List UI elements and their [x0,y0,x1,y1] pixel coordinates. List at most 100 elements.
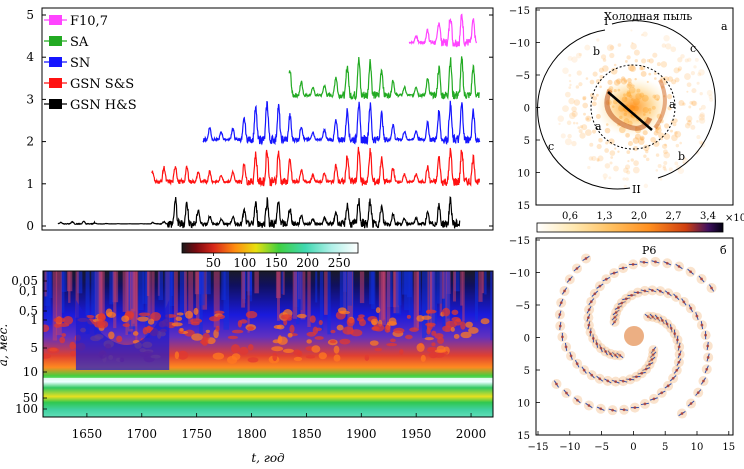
vector-field-core [599,346,603,350]
vector-field-core [673,332,677,336]
dust-speck [630,43,637,50]
dust-speck [626,150,631,154]
dust-speck [571,56,578,63]
galaxy-b-y-tick-label: −5 [515,301,530,312]
panel-letter-b: б [720,244,727,257]
wavelet-blob [431,342,436,347]
vector-field-core [621,379,625,383]
vector-field-core [611,408,614,412]
galaxy-b-x-tick-label: 0 [630,442,636,453]
vector-field-core [586,316,590,320]
arm-label-b2: b [678,150,685,163]
wavelet-streak [91,271,97,316]
dust-speck [596,157,600,162]
dust-speck [602,58,607,62]
dust-speck [653,130,659,136]
dust-speck [641,58,647,64]
dust-speck [646,59,651,63]
wavelet-blob [318,352,327,360]
wavelet-streak [55,271,62,336]
dust-speck [599,85,602,89]
vector-field-core [671,376,675,380]
wavelet-streak [122,271,127,312]
legend-label: F10,7 [70,14,108,29]
vector-field-core [705,367,709,371]
galaxy-colorbar-tick-label: 3,4 [700,211,716,222]
galaxy-a-y-tick-label: −15 [509,6,530,17]
y-tick-label: 5 [26,8,34,22]
wavelet-streak [315,271,318,303]
wavelet-x-tick-label: 1950 [401,427,432,441]
galaxy-a-map [537,20,716,190]
vector-field-core [587,308,591,312]
wavelet-frame [42,270,494,418]
dust-speck [699,92,703,96]
dust-speck [568,79,572,83]
vector-field-core [614,380,618,384]
vector-field-core [648,363,651,366]
dust-speck [645,149,649,154]
wavelet-blob [416,343,425,352]
wavelet-blob [393,327,405,334]
dust-speck [589,142,594,147]
wavelet-blob [296,313,307,319]
galaxy-b-y-tick-label: 0 [524,334,530,345]
wavelet-blob [388,317,397,326]
vector-field-core [658,289,662,293]
wavelet-streak [437,271,443,304]
wavelet-blob [453,333,460,339]
vector-field-core [677,345,681,349]
galaxy-b-x-tick-label: 5 [662,442,668,453]
wavelet-x-tick-label: 1800 [236,427,267,441]
wavelet-streak [85,271,90,335]
dust-speck [624,164,631,170]
galaxy-a-y-tick-label: 5 [524,136,530,147]
wavelet-blob [409,327,419,332]
dust-speck [582,97,586,101]
wavelet-blob [358,318,366,327]
vector-field-core [689,306,693,310]
dust-speck [596,144,602,150]
vector-field-core [706,344,710,348]
dust-speck [693,65,697,69]
arm-label-a2: a [595,120,602,133]
dust-speck [663,168,668,172]
wavelet-blob [399,349,404,355]
vector-field-core [613,315,617,319]
dust-speck [632,145,639,152]
wavelet-blob [289,324,295,334]
wavelet-streak [138,271,144,310]
vector-field-core [689,402,693,405]
dust-speck [631,41,634,45]
galaxy-colorbar-tick-label: 2,7 [666,211,682,222]
dust-speck [581,124,588,131]
vector-field-core [613,320,617,324]
wavelet-streak [46,271,52,325]
dust-speck [709,97,714,102]
vector-field-core [678,352,682,356]
dust-speck [682,161,685,165]
dust-speck [672,122,677,127]
vector-field-core [696,391,700,394]
wavelet-streak [359,271,365,304]
wavelet-blob [406,314,411,319]
wavelet-streak [413,271,419,330]
vector-field-core [682,300,686,304]
legend-label: GSN H&S [70,98,137,113]
dust-speck [667,76,674,82]
vector-field-core [677,265,681,268]
dust-speck [599,75,604,79]
wavelet-streak [382,271,386,320]
y-tick-label: 4 [26,50,34,64]
vector-field-core [582,368,586,372]
dust-speck [700,104,706,110]
dust-speck [579,125,584,129]
vector-field-core [568,278,572,281]
dust-speck [588,156,594,161]
dust-speck [657,164,662,169]
dust-speck [663,76,669,82]
wavelet-blob [138,312,151,317]
wavelet-blob [247,357,259,363]
vector-field-core [669,326,673,330]
wavelet-blob [121,315,130,323]
